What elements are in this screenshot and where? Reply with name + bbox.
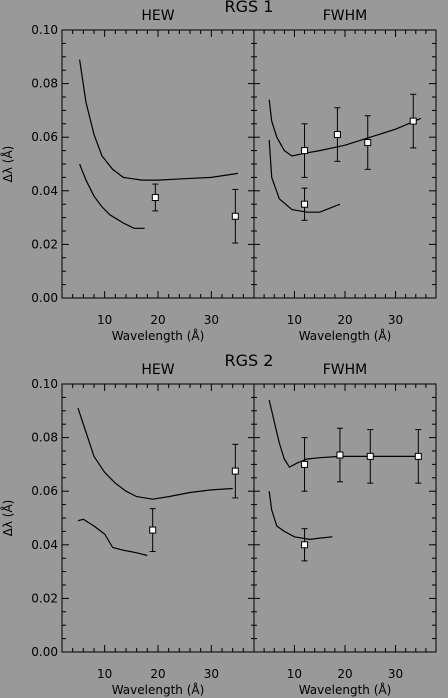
x-tick-label: 30 [388,313,403,327]
series-line [79,163,145,229]
panel-title: FWHM [323,8,368,24]
panel-title: HEW [141,8,174,24]
data-point [149,526,157,534]
data-point [414,452,422,460]
x-tick-label: 10 [97,667,112,681]
series-line [268,399,421,468]
series-line [268,139,341,213]
series-line [79,59,239,181]
panel-frame [253,383,437,653]
y-axis-label: Δλ (Å) [0,146,15,183]
y-tick-label: 0.08 [31,431,58,445]
x-tick-label: 20 [150,667,165,681]
y-tick-label: 0.00 [31,291,58,305]
chart-rgs-1: RGS 1 Δλ (Å) 0.00 0.02 0.04 0.06 0.08 0.10 HEW 10… [0,0,437,343]
y-tick-label: 0.06 [31,484,58,498]
series-line [77,518,148,557]
y-tick-label: 0.00 [31,645,58,659]
data-point [231,212,239,220]
x-tick-label: 10 [287,667,302,681]
x-tick-label: 30 [204,667,219,681]
x-tick-label: 30 [204,313,219,327]
data-point [301,147,309,155]
panel-title: FWHM [323,362,368,378]
panel-frame [253,29,437,299]
x-tick-label: 20 [337,667,352,681]
x-axis-label: Wavelength (Å) [299,328,392,343]
x-tick-label: 30 [388,667,403,681]
data-point [301,460,309,468]
x-axis-label: Wavelength (Å) [112,682,205,697]
y-tick-label: 0.04 [31,538,58,552]
x-tick-label: 10 [97,313,112,327]
panel-frame [61,29,255,299]
y-tick-label: 0.06 [31,130,58,144]
data-point [336,451,344,459]
y-tick-label: 0.04 [31,184,58,198]
x-axis-label: Wavelength (Å) [112,328,205,343]
data-point [151,194,159,201]
series-line [77,407,233,500]
y-tick-label: 0.02 [31,237,58,251]
data-point [333,131,341,139]
data-point [301,541,309,549]
y-tick-label: 0.08 [31,77,58,91]
data-point [364,139,372,147]
x-tick-label: 10 [287,313,302,327]
chart-title: RGS 1 [225,0,274,16]
y-axis-label: Δλ (Å) [0,500,15,537]
data-point [366,452,374,460]
chart-rgs-2: RGS 2 Δλ (Å) 0.00 0.02 0.04 0.06 0.08 0.10 HEW 10… [0,351,437,697]
panel-frame [61,383,255,653]
y-tick-label: 0.02 [31,591,58,605]
series-line [268,491,333,541]
x-tick-label: 20 [150,313,165,327]
chart-title: RGS 2 [225,351,274,370]
data-point [231,467,239,475]
x-axis-label: Wavelength (Å) [299,682,392,697]
data-point [301,200,309,208]
series-line [268,99,422,157]
y-tick-label: 0.10 [31,23,58,37]
y-tick-label: 0.10 [31,377,58,391]
panel-title: HEW [141,362,174,378]
data-point [409,117,417,125]
x-tick-label: 20 [337,313,352,327]
